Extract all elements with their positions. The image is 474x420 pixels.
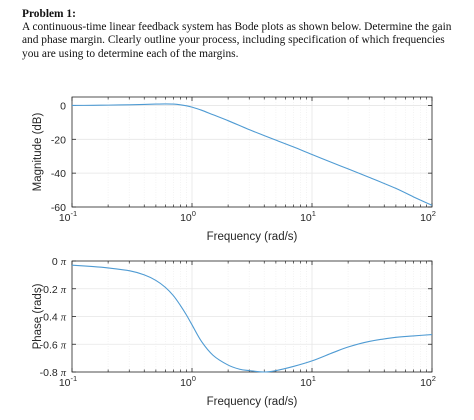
x-tick-label: 100: [180, 374, 196, 389]
x-tick-label: 102: [420, 209, 436, 224]
x-tick-label: 10-1: [59, 209, 77, 224]
y-tick-label: -20: [51, 134, 66, 146]
y-axis-label: Phase (rads): [32, 283, 44, 349]
x-tick-label: 101: [300, 209, 316, 224]
y-tick-label: -60: [51, 202, 66, 214]
x-tick-label: 102: [420, 374, 436, 389]
problem-text: A continuous-time linear feedback system…: [22, 21, 452, 60]
magnitude-plot: 10-1 100 101 102 0 -20 -40 -60 Frequency (rad/s)…: [32, 96, 436, 243]
y-axis-label: Magnitude (dB): [32, 113, 44, 192]
phase-plot: 10-1 100 101 102 0 π -0.2 π -0.4 π -0.6 π -0.8 π Frequ…: [32, 256, 436, 408]
x-tick-label: 101: [300, 374, 316, 389]
y-tick-label: 0: [60, 100, 66, 112]
x-axis-label: Frequency (rad/s): [207, 231, 298, 243]
problem-statement: Problem 1: A continuous-time linear feed…: [22, 8, 462, 61]
y-tick-label: -0.4 π: [40, 312, 67, 324]
magnitude-axes-box: [71, 96, 433, 208]
magnitude-curve: [71, 103, 433, 206]
y-tick-label: -0.2 π: [40, 284, 67, 296]
y-tick-label: -0.8 π: [40, 367, 67, 379]
magnitude-plot-area: [72, 97, 432, 207]
x-tick-label: 10-1: [59, 374, 77, 389]
phase-curve: [71, 264, 433, 373]
y-tick-label: -40: [51, 168, 66, 180]
problem-title: Problem 1:: [22, 8, 76, 20]
y-tick-label: -0.6 π: [40, 339, 67, 351]
x-axis-label: Frequency (rad/s): [207, 396, 298, 408]
x-tick-label: 100: [180, 209, 196, 224]
